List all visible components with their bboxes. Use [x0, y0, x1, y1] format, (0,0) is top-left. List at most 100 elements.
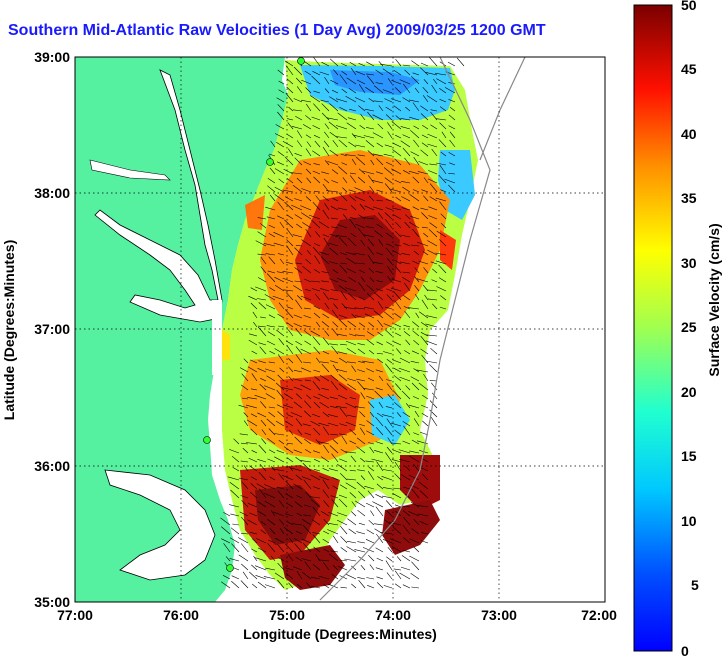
- velocity-arrow: [393, 375, 402, 382]
- velocity-arrow: [347, 117, 357, 121]
- velocity-arrow: [444, 87, 456, 94]
- velocity-arrow: [266, 325, 276, 328]
- velocity-arrow: [331, 89, 339, 94]
- velocity-arrow: [286, 78, 294, 85]
- velocity-arrow: [258, 360, 267, 364]
- velocity-arrow: [330, 405, 339, 409]
- velocity-arrow: [405, 403, 411, 409]
- velocity-arrow: [448, 173, 456, 175]
- velocity-arrow: [243, 465, 249, 472]
- velocity-arrow: [355, 71, 366, 76]
- velocity-arrow: [411, 350, 420, 355]
- velocity-arrow: [322, 351, 330, 355]
- velocity-arrow: [409, 538, 420, 544]
- velocity-arrow: [332, 140, 339, 148]
- velocity-arrow: [249, 571, 258, 580]
- velocity-arrow: [265, 304, 276, 310]
- velocity-arrow: [408, 170, 420, 175]
- velocity-arrow: [394, 158, 402, 166]
- velocity-arrow: [409, 555, 420, 562]
- colorbar-tick-label: 0: [681, 643, 689, 659]
- velocity-arrow: [374, 450, 384, 454]
- velocity-arrow: [279, 528, 285, 535]
- velocity-arrow: [413, 463, 420, 472]
- velocity-arrow: [367, 442, 375, 445]
- velocity-arrow: [259, 346, 267, 355]
- velocity-arrow: [306, 250, 312, 256]
- velocity-arrow: [354, 549, 366, 553]
- velocity-arrow: [267, 331, 276, 337]
- velocity-arrow: [328, 553, 339, 562]
- velocity-arrow: [312, 534, 321, 544]
- velocity-arrow: [296, 571, 303, 580]
- velocity-arrow: [311, 280, 321, 283]
- velocity-arrow: [295, 393, 303, 400]
- velocity-arrow: [320, 511, 330, 517]
- velocity-arrow: [357, 369, 366, 373]
- velocity-arrow: [293, 401, 303, 409]
- velocity-arrow: [337, 207, 348, 211]
- velocity-arrow: [440, 189, 447, 193]
- velocity-arrow: [426, 315, 438, 319]
- velocity-arrow: [376, 280, 384, 283]
- velocity-arrow: [349, 469, 357, 472]
- velocity-arrow: [359, 203, 366, 211]
- velocity-arrow: [427, 249, 438, 256]
- velocity-arrow: [384, 177, 393, 184]
- velocity-arrow: [332, 329, 339, 337]
- velocity-arrow: [395, 383, 402, 391]
- velocity-arrow: [390, 98, 402, 103]
- velocity-arrow: [449, 139, 456, 148]
- velocity-arrow: [332, 565, 339, 571]
- velocity-arrow: [368, 350, 375, 355]
- velocity-arrow: [366, 420, 375, 427]
- velocity-arrow: [295, 418, 303, 427]
- velocity-arrow: [304, 449, 312, 454]
- velocity-arrow: [365, 140, 375, 148]
- velocity-arrow: [304, 278, 312, 283]
- velocity-arrow: [274, 284, 285, 292]
- velocity-arrow: [386, 258, 393, 265]
- velocity-arrow: [382, 68, 393, 76]
- velocity-arrow: [257, 581, 267, 589]
- velocity-arrow: [402, 97, 411, 103]
- velocity-arrow: [403, 425, 411, 436]
- velocity-arrow: [242, 571, 249, 580]
- velocity-arrow: [424, 294, 429, 301]
- velocity-arrow: [358, 282, 366, 292]
- velocity-arrow: [252, 311, 258, 319]
- velocity-arrow: [264, 294, 276, 301]
- velocity-arrow: [402, 271, 411, 274]
- velocity-arrow: [341, 71, 348, 76]
- velocity-arrow: [339, 472, 348, 481]
- velocity-arrow: [248, 339, 258, 346]
- velocity-arrow: [338, 494, 348, 499]
- velocity-arrow: [322, 468, 330, 472]
- velocity-arrow: [277, 562, 285, 571]
- velocity-arrow: [329, 103, 339, 112]
- velocity-arrow: [320, 288, 330, 292]
- velocity-arrow: [438, 139, 447, 148]
- velocity-arrow: [411, 528, 420, 535]
- velocity-arrow: [221, 538, 231, 544]
- velocity-arrow: [305, 168, 312, 175]
- velocity-arrow: [339, 484, 348, 490]
- velocity-arrow: [296, 512, 303, 517]
- velocity-arrow: [289, 429, 294, 436]
- velocity-arrow: [324, 203, 330, 211]
- velocity-arrow: [395, 196, 402, 202]
- velocity-arrow: [430, 124, 438, 130]
- velocity-arrow: [335, 98, 348, 103]
- velocity-arrow: [382, 539, 393, 544]
- velocity-arrow: [382, 414, 393, 418]
- velocity-arrow: [373, 100, 384, 103]
- velocity-arrow: [260, 419, 267, 427]
- velocity-arrow: [276, 389, 285, 400]
- velocity-arrow: [223, 512, 231, 517]
- velocity-arrow: [391, 278, 402, 283]
- velocity-arrow: [369, 446, 375, 454]
- velocity-arrow: [306, 394, 312, 400]
- velocity-arrow: [292, 523, 303, 526]
- velocity-arrow: [393, 291, 402, 301]
- velocity-arrow: [403, 324, 411, 328]
